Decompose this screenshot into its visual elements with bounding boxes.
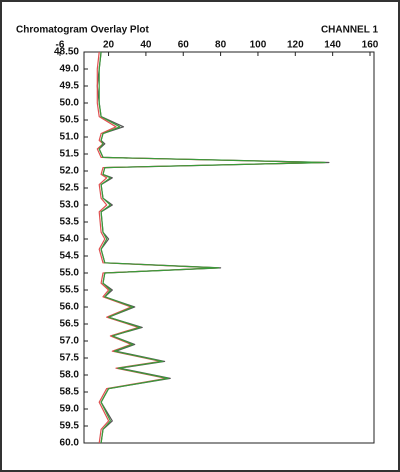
chart-title: Chromatogram Overlay Plot bbox=[16, 25, 149, 36]
y-tick-label: 51.5 bbox=[60, 149, 80, 160]
y-tick-label: 48.50 bbox=[54, 47, 79, 58]
y-tick-label: 53.0 bbox=[60, 200, 80, 211]
x-tick-label: 40 bbox=[140, 40, 152, 51]
y-tick-label: 58.5 bbox=[60, 387, 80, 398]
trace-line bbox=[98, 51, 326, 444]
x-tick-label: 80 bbox=[215, 40, 227, 51]
y-tick-label: 59.0 bbox=[60, 404, 80, 415]
y-tick-label: 54.5 bbox=[60, 251, 80, 262]
x-tick-label: 120 bbox=[287, 40, 304, 51]
y-tick-label: 51.0 bbox=[60, 132, 80, 143]
chart-subtitle: CHANNEL 1 bbox=[321, 25, 378, 36]
x-tick-label: 160 bbox=[362, 40, 379, 51]
y-tick-label: 56.0 bbox=[60, 302, 80, 313]
y-tick-label: 60.0 bbox=[60, 438, 80, 449]
x-tick-label: 140 bbox=[324, 40, 341, 51]
x-tick-label: 20 bbox=[103, 40, 115, 51]
y-tick-label: 58.0 bbox=[60, 370, 80, 381]
y-tick-label: 50.0 bbox=[60, 98, 80, 109]
y-tick-label: 57.5 bbox=[60, 353, 80, 364]
x-tick-label: -6 bbox=[56, 40, 65, 51]
y-tick-label: 55.5 bbox=[60, 285, 80, 296]
y-tick-label: 59.5 bbox=[60, 421, 80, 432]
x-tick-label: 100 bbox=[250, 40, 267, 51]
y-tick-label: 49.5 bbox=[60, 81, 80, 92]
y-tick-label: 52.0 bbox=[60, 166, 80, 177]
y-tick-label: 52.5 bbox=[60, 183, 80, 194]
y-tick-label: 49.0 bbox=[60, 64, 80, 75]
y-tick-label: 50.5 bbox=[60, 115, 80, 126]
y-tick-label: 57.0 bbox=[60, 336, 80, 347]
plot-area bbox=[83, 51, 375, 444]
x-tick-label: 60 bbox=[178, 40, 190, 51]
y-tick-label: 56.5 bbox=[60, 319, 80, 330]
y-tick-label: 54.0 bbox=[60, 234, 80, 245]
y-tick-label: 55.0 bbox=[60, 268, 80, 279]
y-tick-label: 53.5 bbox=[60, 217, 80, 228]
